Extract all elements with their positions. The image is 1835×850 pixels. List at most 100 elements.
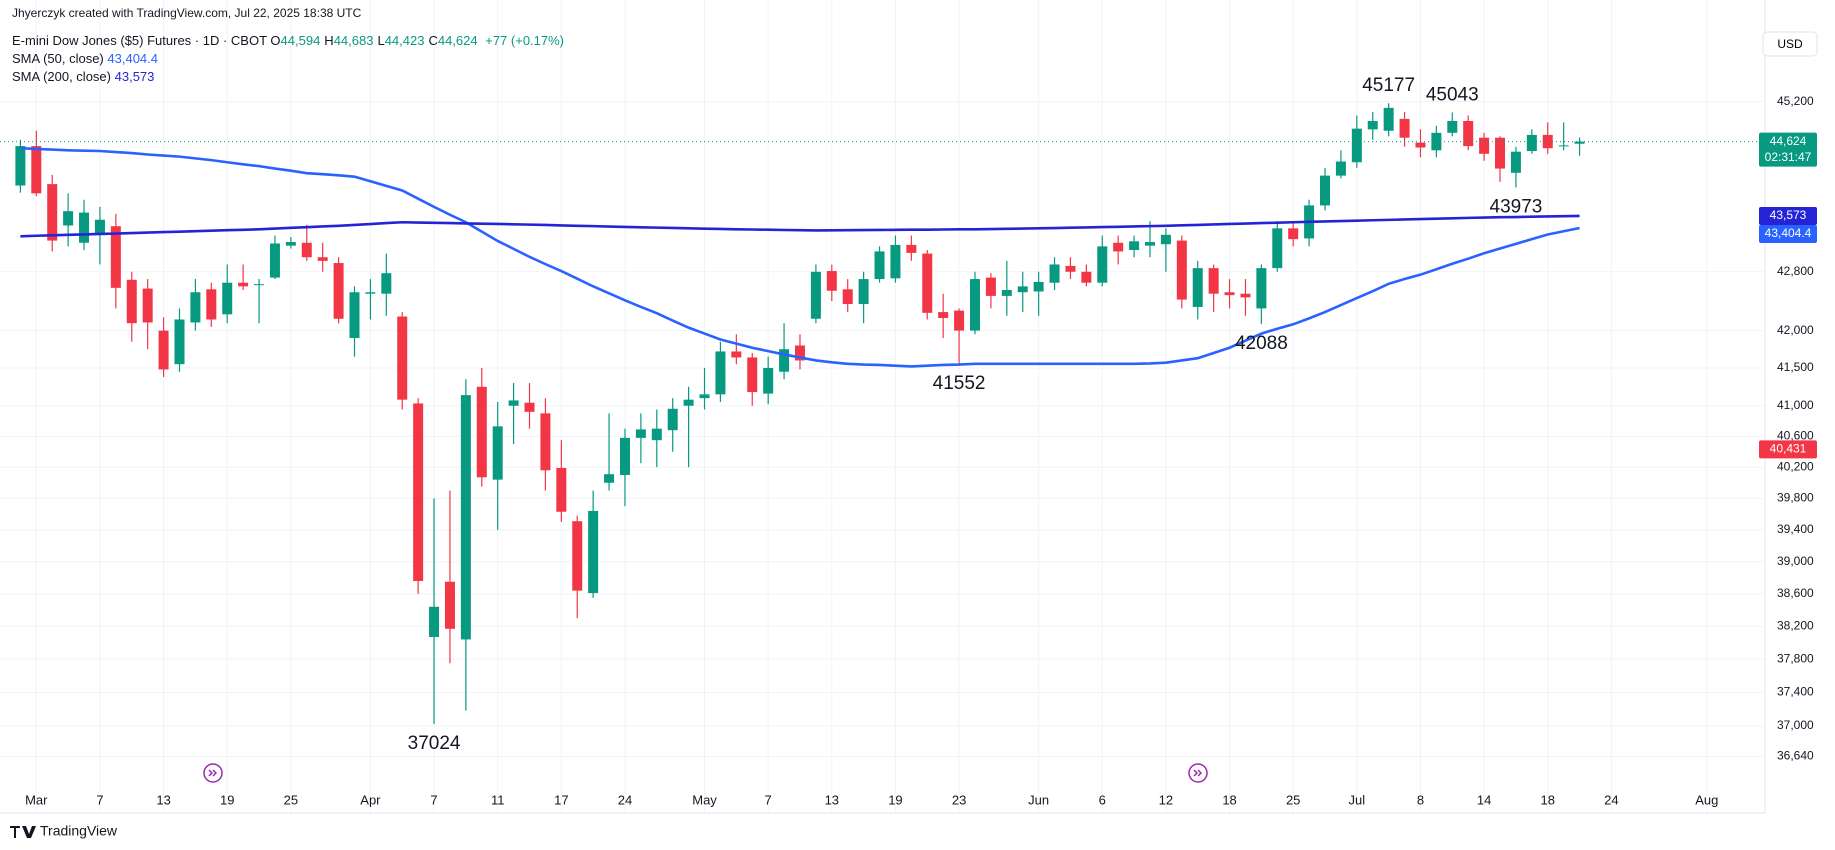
quote-value: 44,624: [437, 33, 478, 48]
candle-body: [667, 408, 678, 431]
quote-label: C: [428, 33, 438, 48]
candle-body: [222, 282, 233, 315]
x-tick-label: Jul: [1349, 792, 1366, 807]
x-tick-label: 7: [96, 792, 103, 807]
y-tick-label: 40,600: [1777, 428, 1814, 442]
x-tick-label: 13: [156, 792, 170, 807]
change: +77 (+0.17%): [485, 33, 565, 48]
x-tick-label: 25: [1286, 792, 1300, 807]
legend-sma50: SMA (50, close) 43,404.4: [12, 51, 158, 66]
candle-body: [826, 271, 837, 291]
price-tag-countdown: 02:31:47: [1765, 150, 1812, 164]
candle-body: [47, 184, 58, 241]
candle-body: [922, 253, 933, 313]
annotation: 37024: [408, 733, 461, 754]
y-tick-label: 39,400: [1777, 522, 1814, 536]
y-tick-label: 39,800: [1777, 491, 1814, 505]
candle-body: [1208, 268, 1219, 294]
candle-body: [1224, 292, 1235, 296]
x-tick-label: 11: [491, 792, 505, 807]
candle-body: [1367, 121, 1378, 130]
candle-body: [79, 212, 90, 243]
x-tick-label: 19: [888, 792, 902, 807]
x-tick-label: Aug: [1695, 792, 1718, 807]
candle-body: [333, 263, 344, 319]
candle-body: [301, 242, 312, 258]
candle-body: [1240, 293, 1251, 298]
price-tag: [1759, 440, 1817, 459]
candle-body: [381, 273, 392, 294]
x-tick-label: 7: [765, 792, 772, 807]
candle-body: [1558, 145, 1569, 147]
candle-body: [1129, 241, 1140, 250]
quote-value: 44,683: [333, 33, 374, 48]
y-tick-label: 41,500: [1777, 360, 1814, 374]
candle-body: [1320, 175, 1331, 206]
y-tick-label: 37,400: [1777, 685, 1814, 699]
candle-body: [1113, 242, 1124, 252]
candle-body: [874, 251, 885, 280]
y-tick-label: 37,000: [1777, 718, 1814, 732]
candle-body: [238, 282, 249, 287]
candle-body: [492, 426, 503, 480]
candle-body: [763, 367, 774, 394]
candle-body: [731, 351, 742, 358]
x-tick-label: Jun: [1028, 792, 1049, 807]
x-tick-label: 17: [554, 792, 568, 807]
currency-button[interactable]: [1762, 31, 1818, 57]
candle-body: [190, 292, 201, 323]
candle-body: [842, 289, 853, 304]
y-tick-label: 39,000: [1777, 554, 1814, 568]
candle-body: [1176, 240, 1187, 300]
candle-body: [1351, 128, 1362, 163]
candle-body: [1526, 134, 1537, 151]
candle-body: [1017, 286, 1028, 293]
candle-body: [954, 310, 965, 331]
candle-body: [635, 429, 646, 438]
quote: O44,594 H44,683 L44,423 C44,624: [270, 33, 481, 48]
grid: [0, 0, 1765, 813]
candle-body: [269, 243, 280, 278]
candle-body: [206, 289, 217, 320]
symbol: E-mini Dow Jones ($5) Futures · 1D · CBO…: [12, 33, 267, 48]
price-tag-label: 40,431: [1770, 442, 1807, 456]
x-tick-label: 14: [1477, 792, 1491, 807]
candle-body: [508, 400, 519, 406]
candle-body: [1288, 228, 1299, 240]
candle-body: [1495, 137, 1506, 169]
event-icon[interactable]: [203, 763, 223, 783]
candle-body: [619, 437, 630, 475]
candle-body: [1097, 246, 1108, 283]
legend-main: E-mini Dow Jones ($5) Futures · 1D · CBO…: [12, 33, 564, 48]
candle-body: [588, 510, 599, 594]
candle-body: [779, 349, 790, 372]
candle-body: [158, 330, 169, 370]
quote-value: 44,423: [384, 33, 425, 48]
x-tick-label: 23: [952, 792, 966, 807]
price-tag-label: 43,573: [1770, 208, 1807, 222]
candle-body: [699, 394, 710, 399]
quote-label: L: [377, 33, 385, 48]
series-name: SMA (50, close): [12, 51, 104, 66]
quote-value: 44,594: [280, 33, 321, 48]
annotation: 41552: [933, 373, 986, 394]
candle-body: [1383, 107, 1394, 131]
candle-body: [858, 279, 869, 304]
candle-body: [890, 244, 901, 279]
marks: [0, 103, 1765, 724]
candle-body: [1049, 264, 1060, 283]
candle-body: [63, 211, 74, 226]
event-icon[interactable]: [1188, 763, 1208, 783]
candle-body: [1542, 134, 1553, 149]
y-tick-label: 45,200: [1777, 94, 1814, 108]
candle-body: [1256, 268, 1267, 309]
candle-body: [285, 242, 296, 246]
candle-body: [413, 403, 424, 581]
candle-body: [985, 277, 996, 296]
x-tick-label: 24: [618, 792, 632, 807]
candle-body: [572, 521, 583, 591]
x-tick-label: 18: [1222, 792, 1236, 807]
candle-body: [126, 279, 137, 324]
annotation: 43973: [1490, 196, 1543, 217]
